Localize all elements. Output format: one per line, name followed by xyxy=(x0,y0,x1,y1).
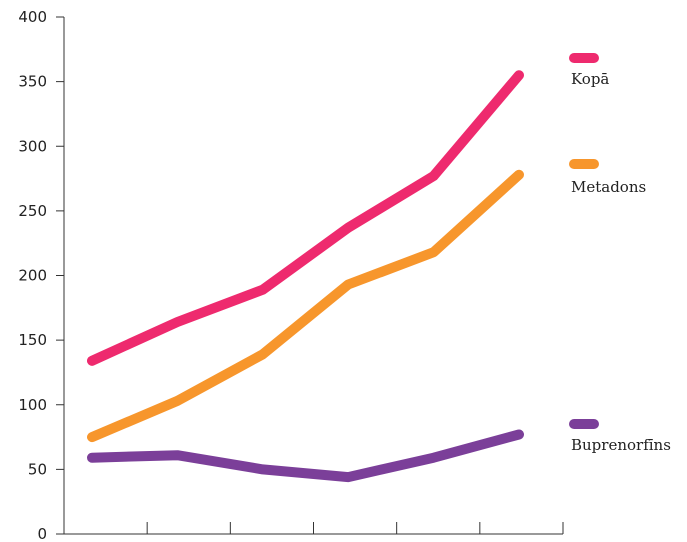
y-tick-label: 250 xyxy=(18,202,47,220)
y-tick-label: 400 xyxy=(18,8,47,26)
legend: Kopā Metadons Buprenorfīns xyxy=(569,53,671,454)
series-line-2 xyxy=(87,169,524,443)
y-tick-label: 100 xyxy=(18,396,47,414)
y-axis: 0 50 100 150 200 250 300 350 400 xyxy=(18,8,65,542)
series-line-3 xyxy=(87,429,524,483)
y-tick-label: 150 xyxy=(18,331,47,349)
legend-label-2: Metadons xyxy=(571,178,646,196)
y-tick-label: 350 xyxy=(18,73,47,91)
legend-label-3: Buprenorfīns xyxy=(571,436,671,454)
x-axis xyxy=(64,522,564,535)
series-layer xyxy=(87,70,524,483)
y-tick-label: 0 xyxy=(37,525,47,542)
y-tick-label: 300 xyxy=(18,137,47,155)
y-tick-label: 200 xyxy=(18,267,47,285)
series-line-1 xyxy=(87,70,524,366)
y-tick-label: 50 xyxy=(28,460,47,478)
legend-label-1: Kopā xyxy=(571,70,609,88)
